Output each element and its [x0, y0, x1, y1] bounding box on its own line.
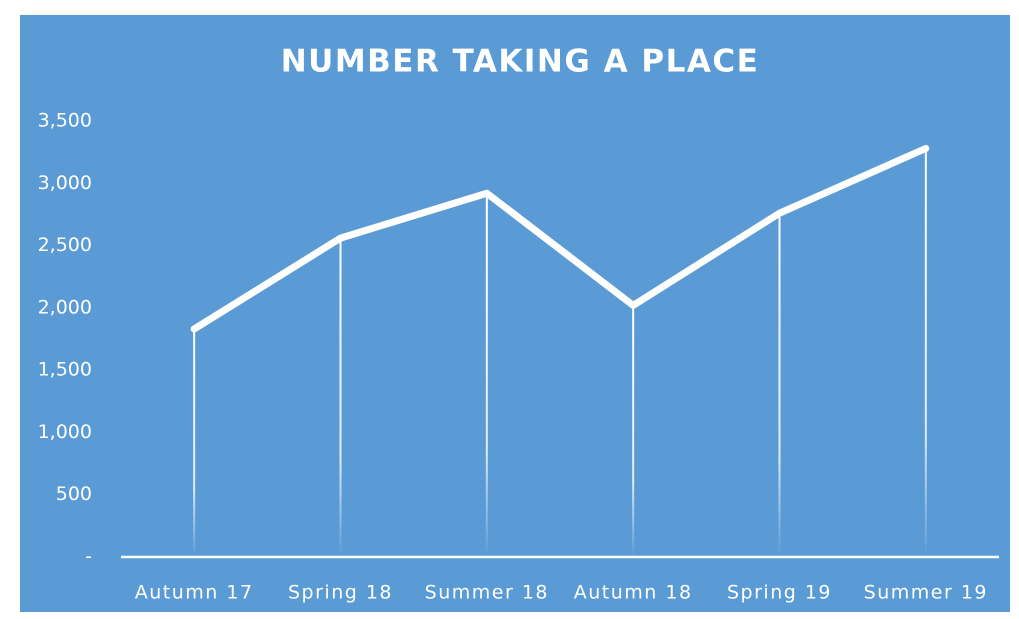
y-tick-label: 2,500: [38, 234, 92, 256]
chart-title: NUMBER TAKING A PLACE: [281, 44, 760, 80]
drop-line: [632, 305, 635, 557]
x-tick-label: Summer 18: [425, 582, 549, 604]
x-tick-label: Autumn 18: [574, 582, 693, 604]
x-tick-label: Summer 19: [864, 582, 988, 604]
x-tick-label: Autumn 17: [135, 582, 254, 604]
y-tick-label: 2,000: [38, 296, 92, 318]
drop-line: [485, 193, 488, 557]
drop-line: [924, 148, 927, 558]
plot-background: [20, 15, 1010, 612]
x-tick-label: Spring 18: [288, 582, 393, 604]
data-line: [190, 144, 930, 333]
y-tick-label: 500: [56, 483, 92, 505]
x-tick-label: Spring 19: [727, 582, 832, 604]
drop-line: [339, 238, 342, 557]
drop-line: [193, 329, 196, 557]
y-tick-label: 3,000: [38, 172, 92, 194]
y-tick-label: -: [85, 546, 92, 568]
y-tick-label: 3,500: [38, 110, 92, 132]
drop-line: [778, 213, 781, 557]
y-tick-label: 1,500: [38, 359, 92, 381]
y-tick-label: 1,000: [38, 421, 92, 443]
